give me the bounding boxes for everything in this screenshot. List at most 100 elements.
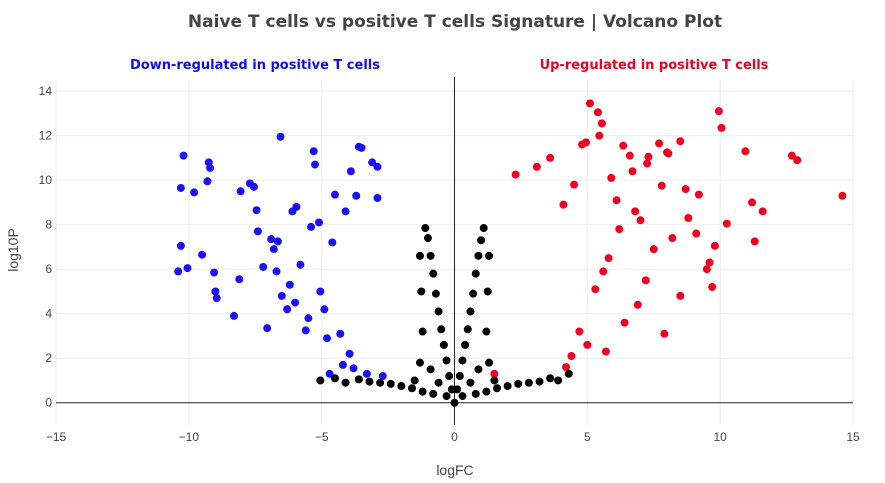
data-point (485, 358, 494, 367)
data-point (338, 360, 347, 369)
data-point (554, 376, 563, 385)
data-point (615, 225, 624, 234)
data-point (546, 374, 555, 383)
data-point (442, 392, 451, 401)
data-point (212, 294, 221, 303)
data-point (418, 387, 427, 396)
data-point (203, 177, 212, 186)
data-point (434, 307, 443, 316)
x-tick-label: 0 (451, 430, 458, 444)
data-point (599, 267, 608, 276)
data-point (336, 329, 345, 338)
data-point (631, 207, 640, 216)
data-point (612, 196, 621, 205)
data-point (601, 347, 610, 356)
data-point (838, 191, 847, 200)
data-point (252, 206, 261, 215)
y-tick-label: 0 (45, 396, 52, 410)
data-point (368, 158, 377, 167)
tick-labels: −15 −10 −5 0 5 10 15 0 2 4 6 8 10 12 14 (39, 84, 860, 444)
data-point (604, 254, 613, 263)
data-point (296, 260, 305, 269)
data-point (325, 369, 334, 378)
data-point (562, 363, 571, 372)
data-point (378, 372, 387, 381)
data-point (471, 269, 480, 278)
data-point (493, 384, 502, 393)
data-point (483, 287, 492, 296)
data-point (176, 183, 185, 192)
data-point (426, 365, 435, 374)
data-point (376, 378, 385, 387)
data-point (485, 251, 494, 260)
data-point (684, 214, 693, 222)
data-points (174, 99, 847, 407)
data-point (249, 182, 258, 191)
data-point (415, 358, 424, 367)
data-point (229, 311, 238, 320)
data-point (373, 193, 382, 202)
data-point (277, 291, 286, 300)
data-point (439, 340, 448, 349)
data-point (415, 251, 424, 260)
data-point (633, 300, 642, 309)
data-point (524, 378, 533, 387)
data-point (722, 219, 731, 228)
data-point (316, 376, 325, 385)
data-point (341, 378, 350, 387)
data-point (176, 241, 185, 250)
data-point (655, 139, 664, 148)
data-point (276, 132, 285, 141)
data-point (546, 153, 555, 162)
data-point (253, 227, 262, 236)
data-point (198, 250, 207, 259)
data-point (285, 280, 294, 289)
data-point (477, 236, 486, 245)
data-point (386, 379, 395, 388)
data-point (174, 267, 183, 276)
data-point (442, 356, 451, 365)
data-point (357, 143, 366, 152)
x-tick-label: 5 (584, 430, 591, 444)
data-point (466, 307, 475, 316)
data-point (431, 289, 440, 298)
data-point (578, 140, 587, 149)
data-point (575, 327, 584, 336)
data-point (322, 334, 331, 343)
data-point (620, 318, 629, 327)
x-tick-label: −15 (46, 430, 67, 444)
data-point (206, 163, 215, 172)
series-0 (174, 132, 387, 381)
data-point (591, 285, 600, 294)
data-point (482, 387, 491, 396)
data-point (741, 147, 750, 156)
data-point (426, 251, 435, 260)
data-point (660, 329, 669, 338)
data-point (643, 159, 652, 168)
data-point (365, 377, 374, 386)
data-point (758, 207, 767, 216)
data-point (787, 151, 796, 160)
data-point (474, 251, 483, 260)
data-point (455, 372, 464, 381)
data-point (636, 216, 645, 225)
data-point (429, 269, 438, 278)
data-point (593, 108, 602, 117)
x-tick-label: −10 (179, 430, 200, 444)
data-point (511, 170, 520, 179)
data-point (490, 376, 499, 385)
data-point (628, 167, 637, 176)
data-point (235, 275, 244, 284)
annotation-down-regulated: Down-regulated in positive T cells (130, 58, 380, 73)
data-point (714, 107, 723, 116)
data-point (676, 291, 685, 300)
data-point (619, 141, 628, 150)
data-point (702, 265, 711, 274)
data-point (466, 378, 475, 387)
data-point (429, 389, 438, 398)
data-point (458, 356, 467, 365)
data-point (267, 235, 276, 244)
data-point (583, 340, 592, 349)
data-point (320, 305, 329, 314)
